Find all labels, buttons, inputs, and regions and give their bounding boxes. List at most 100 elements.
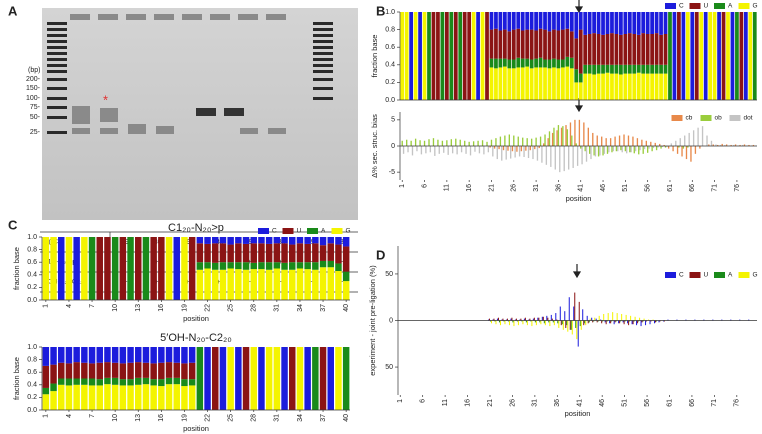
bar <box>567 320 569 332</box>
bar-segment <box>561 59 565 68</box>
bar <box>641 139 643 146</box>
bar <box>681 146 683 157</box>
bar-segment <box>212 269 219 300</box>
bar-segment <box>335 263 342 272</box>
bar-segment <box>547 12 552 32</box>
bar-segment <box>135 347 142 363</box>
bar <box>701 126 704 146</box>
bar <box>423 140 426 146</box>
bar-segment <box>592 33 596 65</box>
bar-segment <box>534 12 538 31</box>
bar-segment <box>574 82 579 100</box>
bar-segment <box>596 34 601 65</box>
panel-label: D <box>376 247 385 262</box>
x-tick-label: 76 <box>734 399 741 407</box>
bar <box>468 141 470 146</box>
bar-segment <box>663 34 668 65</box>
bar-segment <box>327 243 334 261</box>
bar <box>573 306 575 321</box>
legend-label: A <box>321 228 326 235</box>
bar-segment <box>654 33 659 65</box>
bar-segment <box>502 29 507 59</box>
bar-segment <box>273 243 281 263</box>
bar-segment <box>694 12 699 100</box>
bar <box>612 146 614 152</box>
bar <box>557 125 560 146</box>
bar <box>402 146 405 154</box>
bar-segment <box>142 362 150 378</box>
panel-label: A <box>8 3 18 18</box>
gel-annotation: * <box>103 92 108 107</box>
bar <box>541 146 543 163</box>
bar <box>553 320 555 326</box>
bar <box>508 320 510 326</box>
bar-segment <box>507 12 512 32</box>
bar <box>621 313 623 321</box>
bar-segment <box>304 269 311 300</box>
bar-segment <box>312 262 319 270</box>
bar-segment <box>735 12 739 100</box>
bar-segment <box>188 362 196 380</box>
bar <box>556 319 558 321</box>
bar-segment <box>296 243 304 263</box>
bar-segment <box>181 347 188 364</box>
bar <box>555 313 557 321</box>
bar-segment <box>296 268 304 300</box>
bar <box>512 320 514 323</box>
bar <box>492 319 494 321</box>
bar-segment <box>73 347 80 363</box>
bar <box>566 320 568 326</box>
bar-segment <box>480 12 485 100</box>
bar <box>498 146 500 150</box>
bar-segment <box>636 64 641 73</box>
bar-segment <box>250 243 257 263</box>
bar <box>641 320 643 323</box>
bar-segment <box>556 30 561 60</box>
bar-segment <box>743 12 748 100</box>
bar <box>594 146 597 157</box>
bar <box>550 314 552 321</box>
bar <box>578 301 580 321</box>
bar-segment <box>431 12 436 100</box>
ladder-label: 150- <box>26 85 41 92</box>
bar-segment <box>265 347 273 410</box>
bar <box>492 146 494 157</box>
bar <box>557 320 559 324</box>
bar-segment <box>547 31 552 60</box>
bar-segment <box>645 64 650 74</box>
bar <box>501 146 503 161</box>
bar-segment <box>219 347 227 410</box>
y-axis-label: Δ% sec. struc. bias <box>370 114 379 178</box>
bar <box>640 320 642 327</box>
bar-segment <box>476 12 480 100</box>
bar <box>513 320 515 327</box>
bar <box>596 320 598 323</box>
bar <box>602 146 604 156</box>
legend-swatch <box>671 115 683 121</box>
bar <box>639 146 641 151</box>
bar-segment <box>507 68 512 100</box>
bar-segment <box>583 73 588 100</box>
bar-segment <box>578 12 583 30</box>
bar-segment <box>614 12 619 34</box>
x-tick-label: 56 <box>645 184 652 192</box>
bar <box>532 146 534 160</box>
bar-segment <box>204 243 211 263</box>
bar <box>469 146 472 156</box>
bar-segment <box>81 378 88 385</box>
bar <box>589 318 591 321</box>
bar-segment <box>712 12 717 100</box>
bar-segment <box>583 64 588 74</box>
x-tick-label: 41 <box>577 399 584 407</box>
bar-segment <box>632 73 637 100</box>
bar-segment <box>587 12 592 34</box>
bar-segment <box>296 347 304 410</box>
bar-segment <box>289 347 296 410</box>
bar <box>525 146 527 151</box>
bar-segment <box>188 379 196 386</box>
y-tick-label: 0.0 <box>27 407 37 414</box>
bar-segment <box>127 385 134 410</box>
ladder-label: 50- <box>30 114 41 121</box>
bar-segment <box>127 379 134 386</box>
bar-segment <box>502 12 507 30</box>
